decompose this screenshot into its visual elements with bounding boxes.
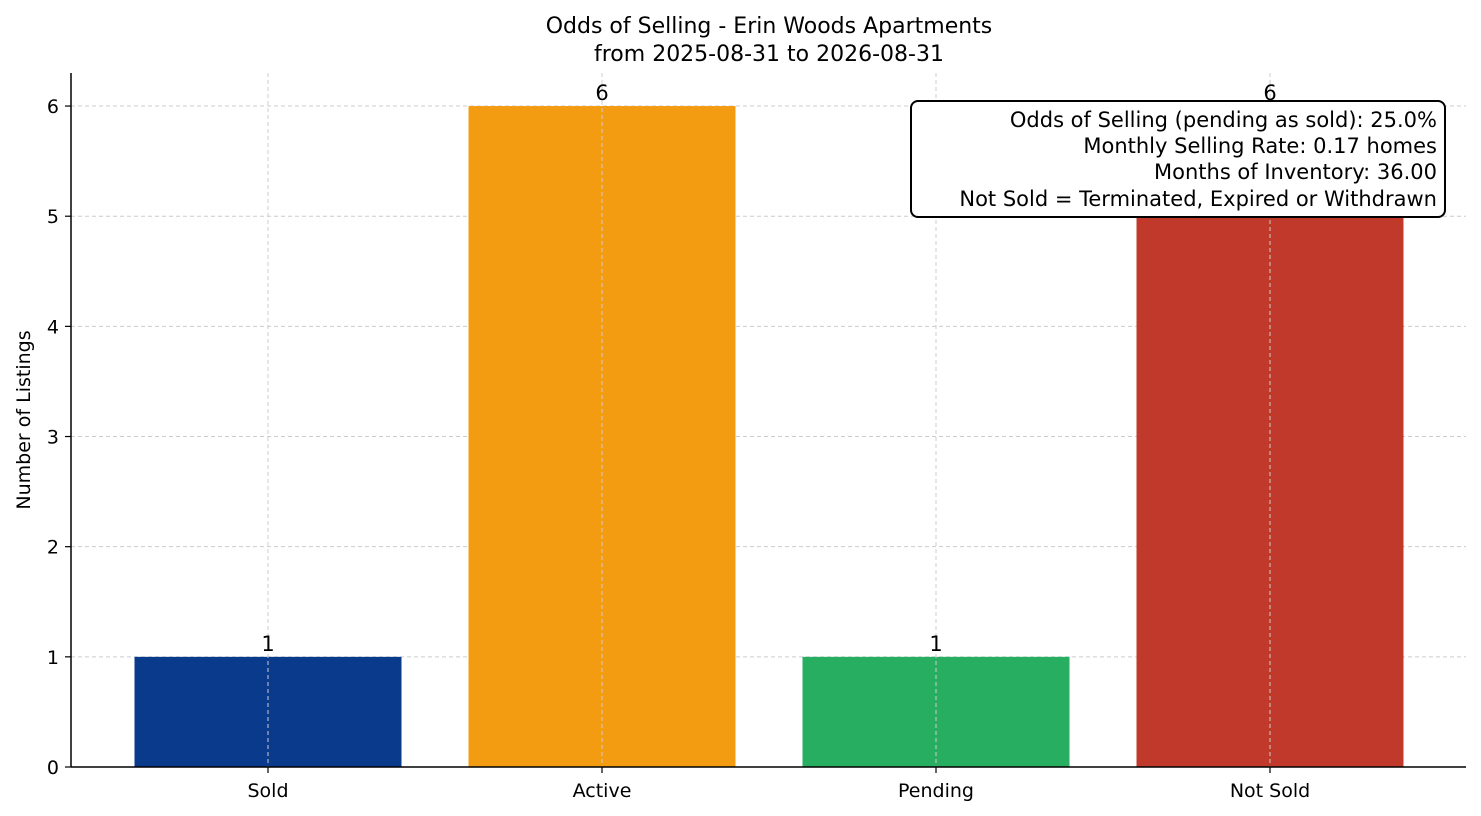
chart-title: Odds of Selling - Erin Woods Apartments [546, 14, 993, 39]
x-ticks: Sold Active Pending Not Sold [247, 767, 1310, 802]
data-label: 1 [929, 632, 942, 656]
annotation-box [910, 100, 1446, 218]
annotation-line: Not Sold = Terminated, Expired or Withdr… [959, 187, 1437, 211]
data-label: 1 [261, 632, 274, 656]
y-tick-label: 0 [47, 757, 59, 779]
x-tick-label: Sold [247, 780, 288, 802]
y-tick-label: 3 [47, 427, 59, 449]
x-tick-label: Not Sold [1230, 780, 1310, 802]
data-label: 6 [1263, 81, 1276, 105]
y-tick-label: 2 [47, 537, 59, 559]
chart-subtitle: from 2025-08-31 to 2026-08-31 [594, 42, 944, 67]
x-tick-label: Pending [898, 780, 974, 802]
data-label: 6 [595, 81, 608, 105]
annotation-line: Monthly Selling Rate: 0.17 homes [1083, 134, 1437, 158]
x-tick-label: Active [573, 780, 632, 802]
annotation-line: Odds of Selling (pending as sold): 25.0% [1010, 108, 1437, 132]
y-axis-label: Number of Listings [13, 330, 35, 509]
stats-annotation: Odds of Selling (pending as sold): 25.0%… [910, 100, 1446, 218]
y-tick-label: 6 [47, 96, 59, 118]
y-tick-label: 5 [47, 206, 59, 228]
y-ticks: 0 1 2 3 4 5 6 [47, 96, 71, 779]
y-tick-label: 1 [47, 647, 59, 669]
bar-active [468, 106, 736, 768]
annotation-line: Months of Inventory: 36.00 [1154, 160, 1437, 184]
y-tick-label: 4 [47, 316, 59, 338]
